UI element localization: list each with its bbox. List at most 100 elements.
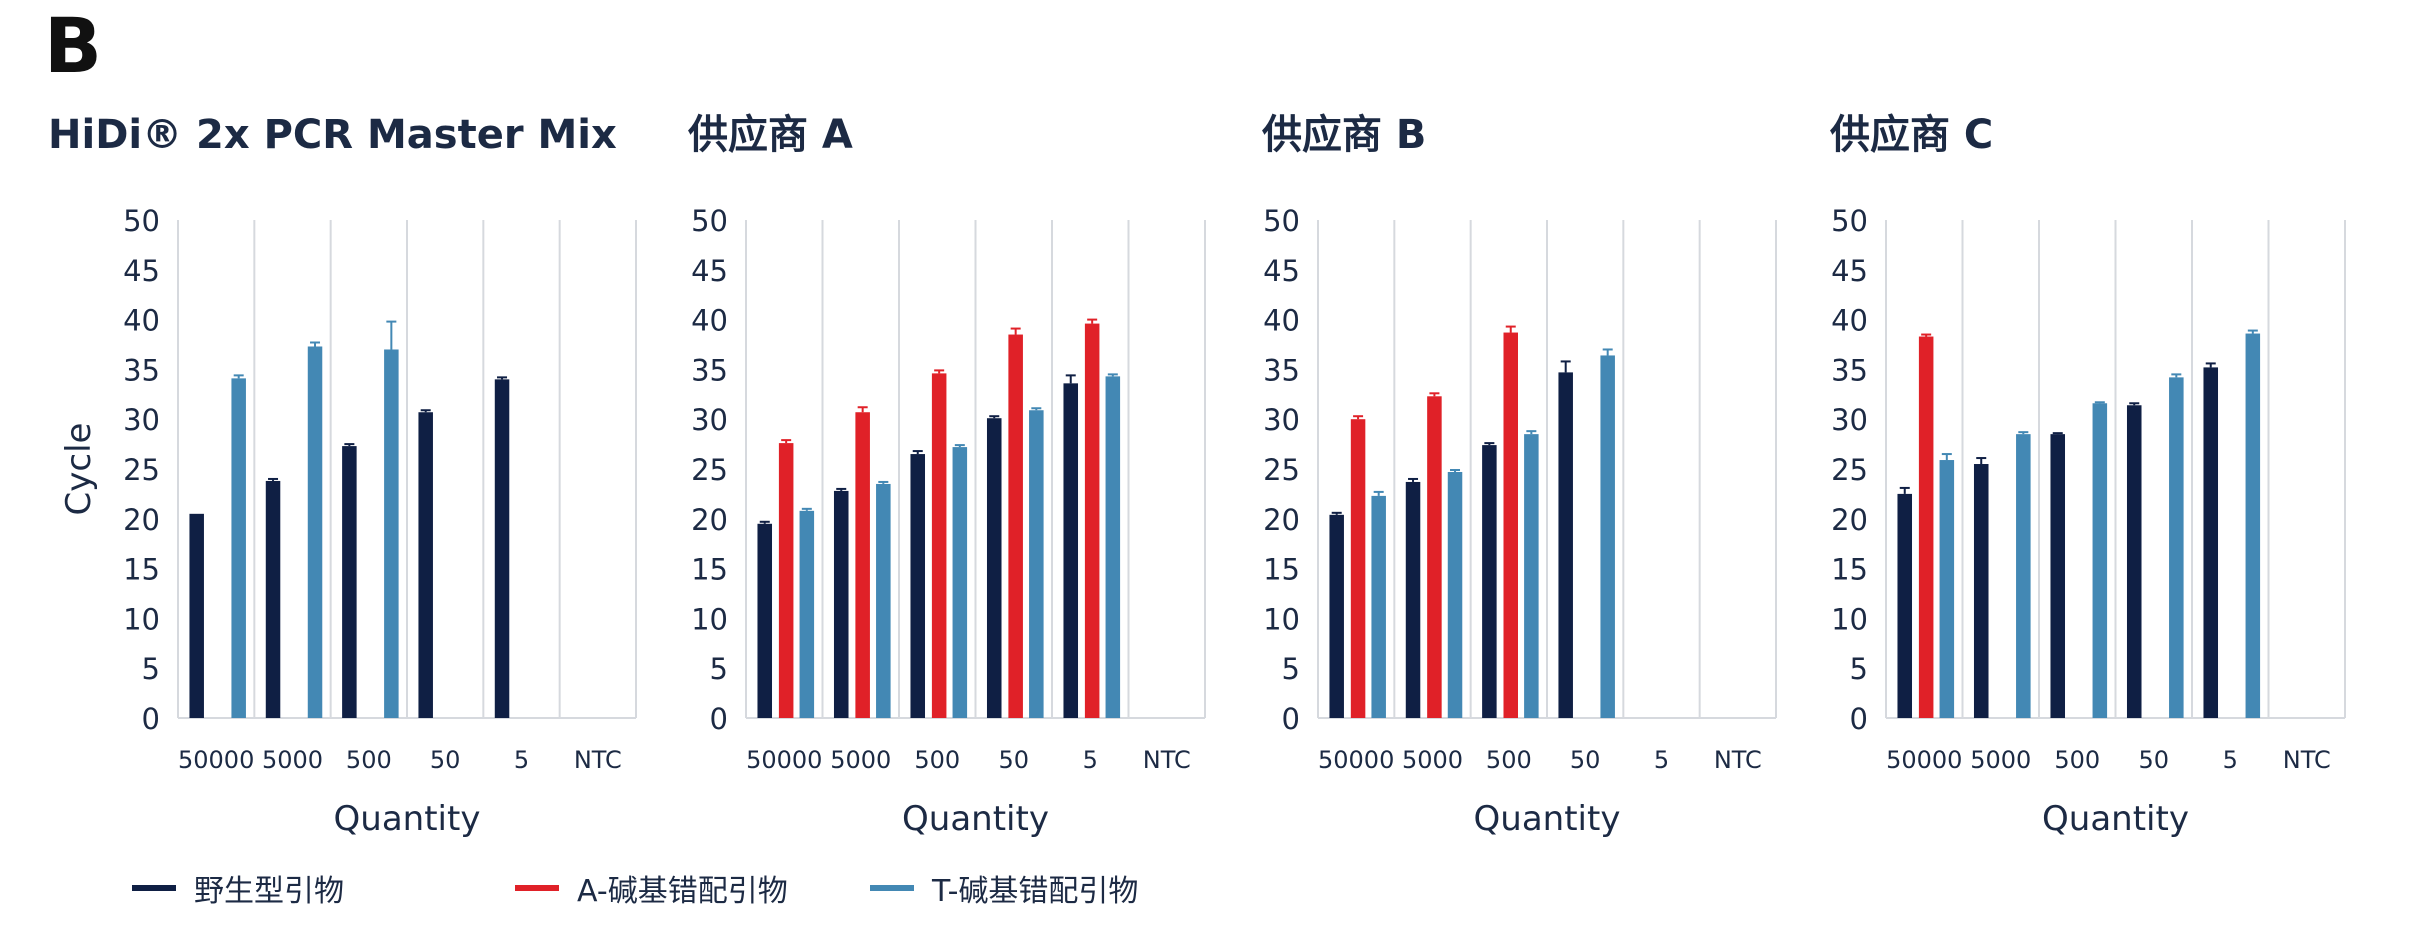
chart-4: 供应商 C 0 5 10 15 20 25 30 35 40 45 50 50000 5000 500 50 5… <box>1830 112 2346 839</box>
bar-wild-type <box>1897 493 1913 718</box>
x-tick-label: 500 <box>914 746 960 774</box>
y-tick-label: 45 <box>123 254 160 288</box>
bar-wild-type <box>189 513 204 718</box>
y-tick-label: 10 <box>691 602 728 636</box>
x-tick-label: 5000 <box>262 746 323 774</box>
chart-2: 供应商 A 0 5 10 15 20 25 30 35 40 45 50 50000 5000 500 50 5… <box>688 112 1206 839</box>
bar-t-mismatch <box>1447 471 1463 718</box>
legend-item-wild-type: 野生型引物 <box>132 868 344 909</box>
x-tick-label: 50 <box>430 746 461 774</box>
y-tick-label: 15 <box>123 553 160 587</box>
bar-wild-type <box>418 412 433 718</box>
bar-wild-type <box>1063 383 1079 718</box>
legend-swatch-wild-type <box>132 885 176 891</box>
y-tick-label: 45 <box>1831 254 1868 288</box>
x-tick-label: 50000 <box>178 746 254 774</box>
legend-label-a-mismatch: A-碱基错配引物 <box>577 874 788 909</box>
bar-t-mismatch <box>1939 460 1955 718</box>
bar-t-mismatch <box>799 510 815 718</box>
y-tick-label: 0 <box>142 702 160 736</box>
x-axis-label: Quantity <box>334 799 481 839</box>
y-tick-label: 50 <box>1263 204 1300 238</box>
y-tick-label: 30 <box>1263 403 1300 437</box>
bar-wild-type <box>2050 434 2066 718</box>
bar-t-mismatch <box>384 349 399 718</box>
bar-wild-type <box>986 418 1002 718</box>
x-tick-label: 50 <box>2138 746 2169 774</box>
y-tick-label: 25 <box>1831 453 1868 487</box>
x-tick-label: 5 <box>1083 746 1098 774</box>
chart-title: HiDi® 2x PCR Master Mix <box>48 112 617 158</box>
y-tick-label: 40 <box>691 304 728 338</box>
y-tick-label: 0 <box>1282 702 1300 736</box>
bar-wild-type <box>1329 514 1344 718</box>
y-tick-label: 40 <box>1831 304 1868 338</box>
x-tick-label: NTC <box>1143 746 1191 774</box>
y-tick-label: 30 <box>1831 403 1868 437</box>
bar-t-mismatch <box>2016 434 2031 718</box>
panel-label: B <box>44 1 102 90</box>
y-tick-label: 10 <box>123 602 160 636</box>
x-tick-label: 5 <box>2223 746 2238 774</box>
chart-title: 供应商 B <box>1262 112 1426 158</box>
y-tick-label: 45 <box>691 254 728 288</box>
y-tick-label: 35 <box>1263 353 1300 387</box>
y-tick-label: 35 <box>1831 353 1868 387</box>
bar-a-mismatch <box>931 373 947 718</box>
x-axis-label: Quantity <box>902 799 1049 839</box>
y-tick-label: 5 <box>1282 652 1300 686</box>
x-tick-label: 50 <box>1570 746 1601 774</box>
chart-1: HiDi® 2x PCR Master Mix 0 5 10 15 20 25 30 35 40 4… <box>48 112 637 839</box>
y-tick-label: 5 <box>142 652 160 686</box>
legend-label-t-mismatch: T-碱基错配引物 <box>932 874 1139 909</box>
legend-item-a-mismatch: A-碱基错配引物 <box>515 868 788 909</box>
bar-t-mismatch <box>2092 403 2108 718</box>
y-tick-label: 25 <box>1263 453 1300 487</box>
bar-wild-type <box>910 454 926 718</box>
y-tick-label: 50 <box>123 204 160 238</box>
x-tick-label: 50000 <box>1886 746 1962 774</box>
x-tick-label: 5000 <box>1970 746 2031 774</box>
bar-t-mismatch <box>1524 434 1539 718</box>
chart-title: 供应商 A <box>688 112 853 158</box>
y-tick-label: 10 <box>1263 602 1300 636</box>
bar-wild-type <box>1558 372 1573 718</box>
y-tick-label: 5 <box>1850 652 1868 686</box>
bar-t-mismatch <box>1371 495 1386 718</box>
y-axis-label: Cycle <box>59 423 99 516</box>
legend-swatch-a-mismatch <box>515 885 559 891</box>
y-tick-label: 0 <box>710 702 728 736</box>
bar-t-mismatch <box>1029 410 1044 718</box>
bar-t-mismatch <box>2169 377 2184 718</box>
bar-t-mismatch <box>876 483 891 718</box>
bar-wild-type <box>2203 367 2219 718</box>
bar-a-mismatch <box>778 443 794 718</box>
x-tick-label: 50000 <box>1318 746 1394 774</box>
x-tick-label: 5 <box>1654 746 1669 774</box>
y-tick-label: 50 <box>691 204 728 238</box>
bar-a-mismatch <box>1918 336 1934 718</box>
legend-swatch-t-mismatch <box>870 885 914 891</box>
x-axis-label: Quantity <box>1474 799 1621 839</box>
bar-t-mismatch <box>1105 376 1121 718</box>
bar-wild-type <box>265 480 281 718</box>
x-tick-label: 5 <box>514 746 529 774</box>
y-tick-label: 15 <box>1263 553 1300 587</box>
y-tick-label: 15 <box>691 553 728 587</box>
bar-t-mismatch <box>1600 355 1615 718</box>
bar-wild-type <box>1482 445 1497 718</box>
chart-title: 供应商 C <box>1830 112 1993 158</box>
legend-item-t-mismatch: T-碱基错配引物 <box>870 868 1139 909</box>
bar-a-mismatch <box>1084 323 1100 718</box>
y-tick-label: 30 <box>691 403 728 437</box>
bar-a-mismatch <box>1427 396 1442 718</box>
x-tick-label: 500 <box>346 746 392 774</box>
bar-wild-type <box>1973 464 1989 718</box>
bar-t-mismatch <box>307 346 323 718</box>
bar-a-mismatch <box>1503 332 1518 718</box>
y-tick-label: 20 <box>1263 503 1300 537</box>
bar-wild-type <box>1405 481 1421 718</box>
y-tick-label: 40 <box>123 304 160 338</box>
bar-wild-type <box>342 446 357 718</box>
